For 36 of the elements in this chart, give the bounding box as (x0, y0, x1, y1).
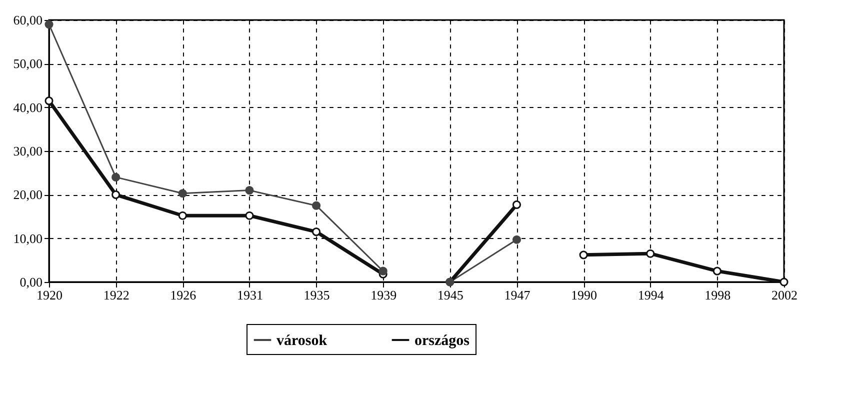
x-tick-label: 1922 (103, 288, 130, 302)
legend-label: városok (276, 333, 328, 349)
x-tick-label: 1947 (504, 288, 531, 302)
point (512, 200, 522, 209)
point (44, 96, 54, 106)
point (112, 172, 120, 182)
point (178, 211, 187, 220)
point (312, 228, 321, 236)
x-tick-label: 2002 (772, 288, 798, 302)
point (512, 235, 522, 244)
point (646, 249, 655, 258)
x-tick-label: 1945 (437, 288, 464, 302)
legend-label: országos (414, 333, 470, 349)
y-tick-label: 20,00 (13, 187, 42, 202)
x-tick-label: 1939 (370, 288, 397, 302)
y-tick-label: 50,00 (13, 56, 42, 72)
point (112, 190, 120, 199)
x-tick-label: 1926 (170, 288, 197, 302)
x-tick-label: 1998 (704, 288, 731, 302)
x-tick-label: 1931 (236, 288, 263, 302)
y-tick-label: 60,00 (13, 12, 42, 28)
y-tick-label: 10,00 (13, 230, 42, 246)
point (245, 186, 254, 195)
y-tick-label: 30,00 (13, 144, 42, 158)
x-tick-label: 1920 (36, 288, 62, 302)
point (245, 211, 254, 220)
x-tick-label: 1935 (304, 288, 330, 302)
point (378, 266, 388, 276)
point (312, 201, 321, 210)
point (712, 266, 722, 276)
point (579, 250, 588, 260)
y-tick-label: 40,00 (13, 100, 42, 115)
y-tick-label: 0,00 (20, 274, 42, 290)
x-tick-label: 1990 (571, 288, 598, 302)
x-tick-label: 1994 (638, 288, 664, 302)
point (178, 189, 187, 198)
